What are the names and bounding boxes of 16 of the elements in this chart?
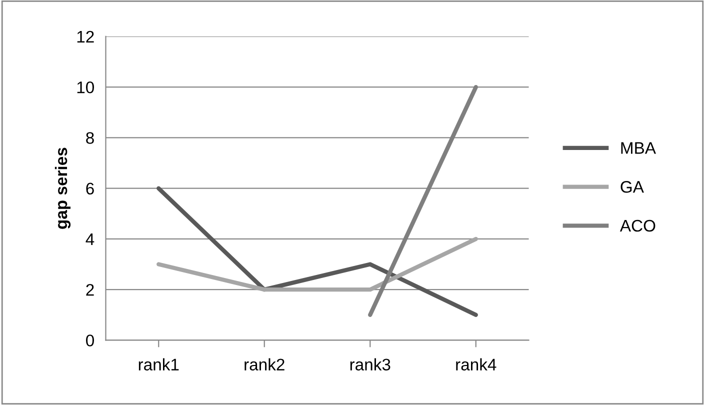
y-tick-label: 2 — [86, 284, 94, 296]
y-tick-label: 10 — [77, 81, 94, 94]
y-tick-label: 6 — [86, 182, 94, 195]
y-tick-label: 12 — [77, 30, 94, 42]
line-series — [156, 186, 478, 317]
x-tick-label: rank4 — [456, 358, 496, 370]
legend-label: ACO — [620, 220, 656, 232]
x-tick-label: rank2 — [244, 358, 284, 370]
y-tick-label: 8 — [86, 132, 94, 144]
x-tick-label: rank3 — [350, 358, 390, 370]
y-tick-label: 4 — [86, 234, 94, 245]
legend-label: GA — [620, 180, 644, 193]
legend-label: MBA — [621, 142, 656, 154]
y-tick-label: 0 — [86, 334, 94, 346]
x-tick-label: rank1 — [138, 358, 179, 370]
y-axis-title: gap series — [54, 148, 71, 229]
